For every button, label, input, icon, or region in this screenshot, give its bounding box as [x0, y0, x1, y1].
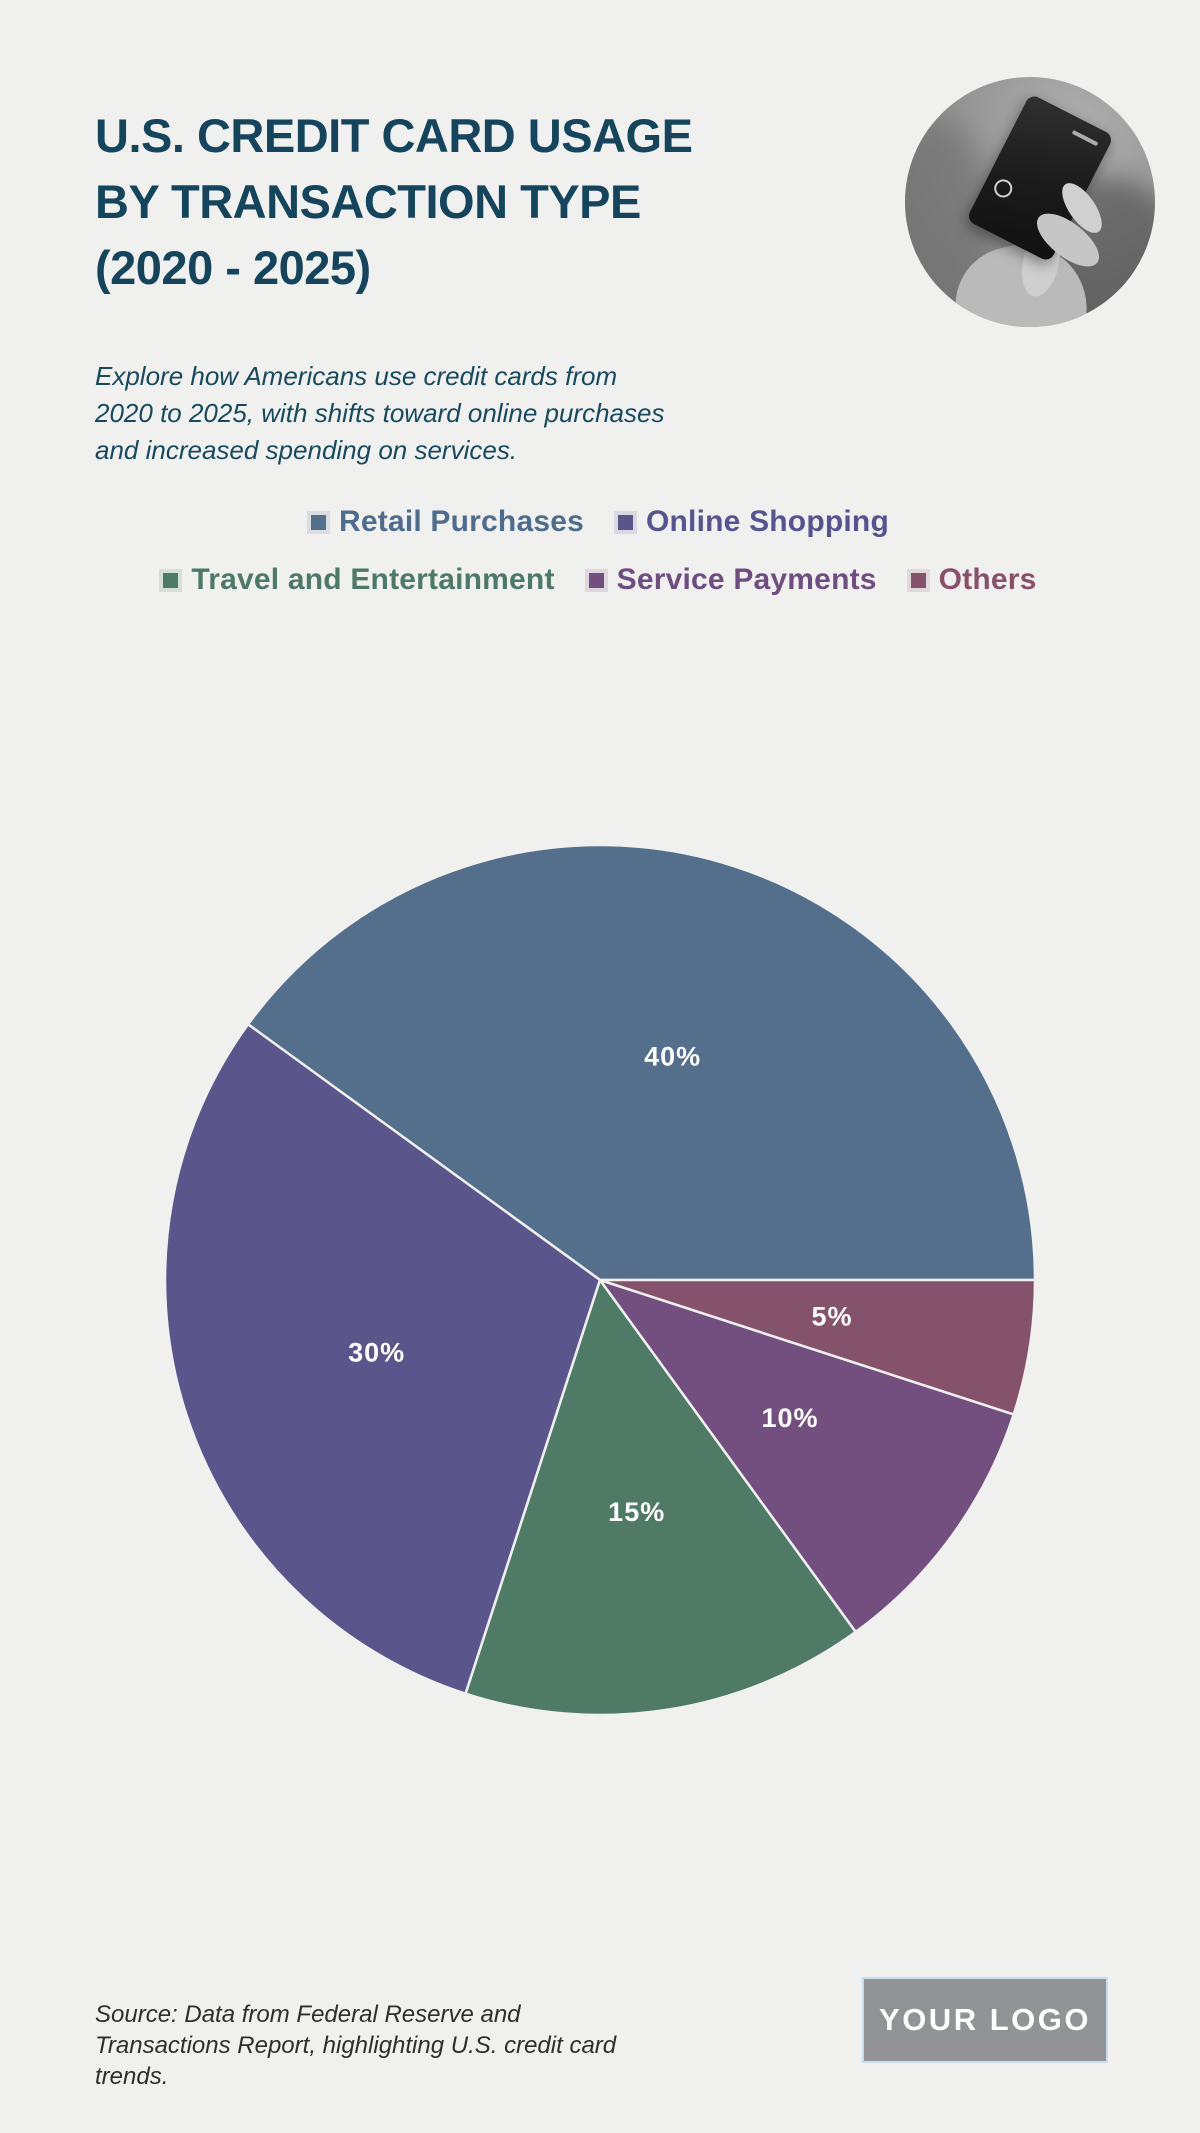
legend-item-travel-and-entertainment: Travel and Entertainment	[163, 563, 554, 597]
pie-chart-container: 40% 30% 15% 10% 5%	[160, 840, 1040, 1720]
pie-slice-online-shopping	[163, 1023, 602, 1695]
legend-swatch-icon	[910, 572, 926, 588]
legend-item-service-payments: Service Payments	[588, 563, 877, 597]
legend-label: Retail Purchases	[339, 505, 584, 538]
legend-row: Retail Purchases Online Shopping	[0, 505, 1200, 539]
card-emblem-icon	[991, 176, 1016, 201]
legend-swatch-icon	[163, 572, 179, 588]
hand-holding-credit-card-photo	[905, 77, 1155, 327]
page-title-line-1: U.S. CREDIT CARD USAGE	[95, 109, 693, 163]
pie-slice-label-travel-and-entertainment: 15%	[608, 1497, 665, 1527]
page-title-line-3: (2020 - 2025)	[95, 241, 371, 295]
page-title: U.S. CREDIT CARD USAGE BY TRANSACTION TY…	[95, 103, 815, 301]
legend-swatch-icon	[588, 572, 604, 588]
chart-legend: Retail Purchases Online Shopping Travel an…	[0, 505, 1200, 597]
legend-item-retail-purchases: Retail Purchases	[311, 505, 584, 539]
page-title-line-2: BY TRANSACTION TYPE	[95, 175, 641, 229]
legend-label: Others	[938, 563, 1037, 596]
pie-chart: 40% 30% 15% 10% 5%	[163, 843, 1037, 1717]
pie-slice-label-service-payments: 10%	[761, 1403, 818, 1433]
legend-swatch-icon	[311, 514, 326, 530]
page-subtitle: Explore how Americans use credit cards f…	[95, 361, 665, 465]
legend-row: Travel and Entertainment Service Payments…	[0, 563, 1200, 597]
card-brand-mark	[1071, 129, 1099, 147]
pie-slice-retail-purchases	[246, 843, 1037, 1282]
source-note: Source: Data from Federal Reserve and Tr…	[95, 2001, 617, 2090]
legend-label: Service Payments	[616, 563, 877, 596]
pie-slice-label-others: 5%	[811, 1302, 852, 1332]
pie-slice-label-online-shopping: 30%	[348, 1338, 405, 1368]
logo-placeholder: YOUR LOGO	[862, 1977, 1108, 2063]
pie-slice-others	[598, 1278, 1037, 1416]
pie-slice-service-payments	[598, 1278, 1015, 1634]
legend-item-others: Others	[910, 563, 1037, 597]
pie-slice-travel-and-entertainment	[464, 1278, 857, 1717]
legend-label: Online Shopping	[646, 505, 889, 538]
legend-swatch-icon	[618, 514, 633, 530]
pie-slice-label-retail-purchases: 40%	[644, 1042, 701, 1072]
legend-label: Travel and Entertainment	[191, 563, 555, 596]
logo-text: YOUR LOGO	[879, 2002, 1091, 2037]
legend-item-online-shopping: Online Shopping	[618, 505, 889, 539]
